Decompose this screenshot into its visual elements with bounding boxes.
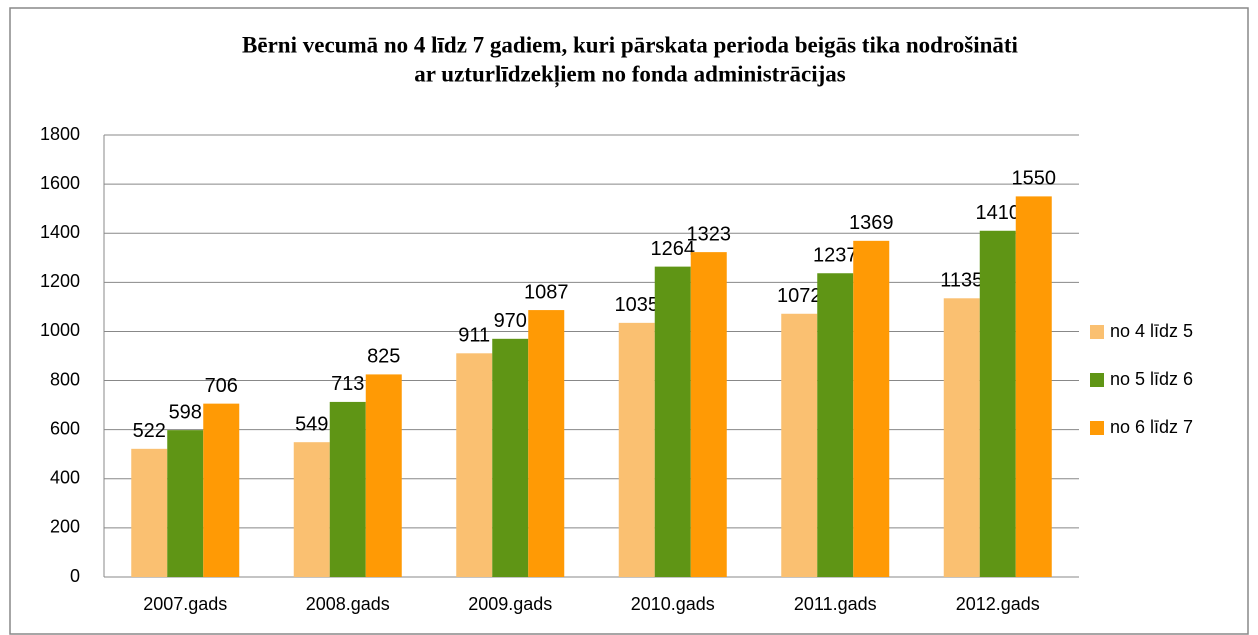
data-label: 1323 bbox=[687, 223, 732, 245]
data-label: 1087 bbox=[524, 281, 569, 303]
chart-title: ar uzturlīdzekļiem no fonda administrāci… bbox=[414, 61, 846, 88]
legend-swatch bbox=[1090, 373, 1104, 387]
bar bbox=[690, 252, 727, 577]
data-label: 706 bbox=[205, 375, 238, 397]
legend-swatch bbox=[1090, 325, 1104, 339]
bar bbox=[1015, 196, 1052, 577]
data-label: 1237 bbox=[813, 245, 858, 267]
legend-label: no 6 līdz 7 bbox=[1110, 417, 1193, 437]
y-tick-label: 1000 bbox=[40, 320, 80, 340]
y-tick-label: 1600 bbox=[40, 173, 80, 193]
x-tick-label: 2012.gads bbox=[956, 594, 1040, 614]
bar bbox=[528, 310, 565, 577]
bar bbox=[293, 442, 330, 577]
x-tick-label: 2011.gads bbox=[794, 594, 877, 614]
data-label: 1135 bbox=[940, 270, 983, 292]
bar bbox=[618, 322, 655, 577]
y-tick-label: 0 bbox=[70, 566, 80, 586]
y-tick-label: 1400 bbox=[40, 222, 80, 242]
y-tick-label: 1800 bbox=[40, 124, 80, 144]
bar bbox=[654, 266, 691, 577]
data-label: 1035 bbox=[615, 294, 660, 316]
chart-title: Bērni vecumā no 4 līdz 7 gadiem, kuri pā… bbox=[242, 32, 1019, 57]
bar bbox=[456, 353, 493, 577]
data-label: 598 bbox=[169, 401, 202, 423]
y-tick-label: 600 bbox=[50, 418, 80, 438]
y-tick-label: 1200 bbox=[40, 271, 80, 291]
legend-label: no 4 līdz 5 bbox=[1110, 321, 1193, 341]
data-label: 1550 bbox=[1012, 168, 1057, 190]
x-tick-label: 2008.gads bbox=[306, 594, 390, 614]
bar bbox=[365, 374, 402, 577]
x-tick-label: 2010.gads bbox=[631, 594, 715, 614]
bar bbox=[817, 273, 854, 577]
bar bbox=[167, 430, 204, 577]
legend-swatch bbox=[1090, 421, 1104, 435]
y-tick-label: 800 bbox=[50, 369, 80, 389]
bar bbox=[492, 338, 529, 577]
data-label: 1410 bbox=[976, 202, 1021, 224]
bar bbox=[131, 448, 168, 577]
x-tick-label: 2009.gads bbox=[468, 594, 552, 614]
data-label: 1264 bbox=[651, 238, 696, 260]
y-tick-label: 400 bbox=[50, 468, 80, 488]
bar bbox=[979, 230, 1016, 577]
bar bbox=[329, 401, 366, 577]
data-label: 522 bbox=[133, 420, 166, 442]
bar bbox=[781, 313, 818, 577]
data-label: 1072 bbox=[777, 285, 822, 307]
data-label: 970 bbox=[494, 310, 527, 332]
data-label: 825 bbox=[367, 346, 400, 368]
x-tick-label: 2007.gads bbox=[143, 594, 227, 614]
data-label: 1369 bbox=[849, 212, 894, 234]
data-label: 911 bbox=[458, 325, 490, 347]
y-tick-label: 200 bbox=[50, 517, 80, 537]
bar bbox=[853, 240, 890, 577]
bar bbox=[203, 403, 240, 577]
data-label: 713 bbox=[331, 373, 364, 395]
legend-label: no 5 līdz 6 bbox=[1110, 369, 1193, 389]
bar bbox=[943, 298, 980, 577]
data-label: 549 bbox=[295, 413, 328, 435]
